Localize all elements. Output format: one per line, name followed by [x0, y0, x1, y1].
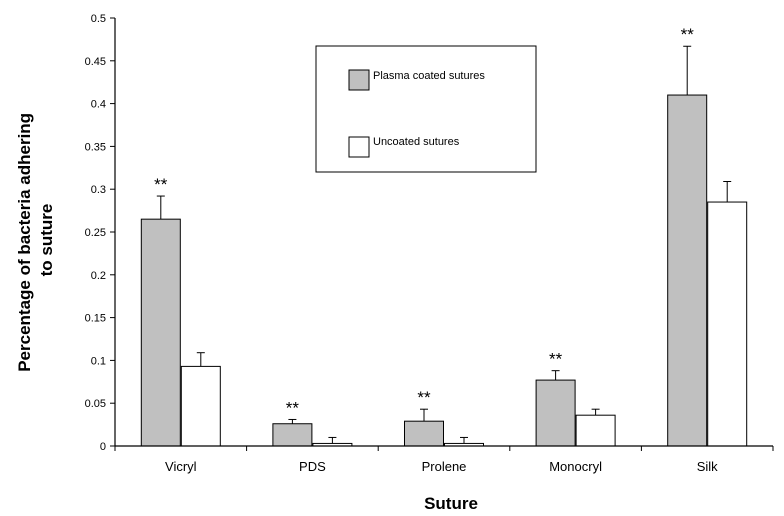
significance-marker: ** — [286, 398, 300, 417]
y-tick-label: 0.1 — [91, 355, 106, 367]
legend-label-plasma: Plasma coated sutures — [373, 70, 485, 82]
y-axis-ticks: 0 0.05 0.1 0.15 0.2 0.25 0.3 0.35 0.4 0.45 0.5 — [85, 13, 115, 453]
y-tick-label: 0.25 — [85, 227, 106, 239]
significance-markers: ** ** ** ** ** — [154, 25, 694, 417]
x-category-label: Vicryl — [165, 459, 197, 474]
significance-marker: ** — [681, 25, 695, 44]
y-tick-label: 0.35 — [85, 141, 106, 153]
x-category-label: Monocryl — [549, 459, 602, 474]
y-tick-label: 0.5 — [91, 13, 106, 25]
bar-uncoated — [575, 414, 616, 447]
x-axis-categories: Vicryl PDS Prolene Monocryl Silk — [114, 446, 774, 474]
y-tick-label: 0.05 — [85, 398, 106, 410]
legend-label-uncoated: Uncoated sutures — [373, 136, 460, 148]
y-axis-title: Percentage of bacteria adhering to sutur… — [15, 108, 56, 372]
y-axis-title-line2: to suture — [37, 204, 56, 277]
bar-plasma — [272, 423, 313, 447]
legend-swatch-plasma — [348, 69, 370, 91]
y-tick-label: 0.45 — [85, 56, 106, 68]
error-bars — [156, 45, 732, 444]
bars — [140, 94, 748, 447]
y-tick-label: 0.3 — [91, 184, 106, 196]
y-tick-label: 0.4 — [91, 99, 106, 111]
bar-plasma — [140, 218, 181, 447]
significance-marker: ** — [417, 388, 431, 407]
y-tick-label: 0.15 — [85, 313, 106, 325]
legend-swatch-uncoated — [348, 136, 370, 158]
x-axis-title: Suture — [424, 494, 478, 513]
bar-plasma — [404, 420, 444, 447]
bar-plasma — [667, 94, 708, 447]
bar-uncoated — [707, 201, 748, 447]
x-category-label: PDS — [299, 459, 326, 474]
x-category-label: Prolene — [422, 459, 467, 474]
x-category-label: Silk — [697, 459, 718, 474]
bar-uncoated — [180, 365, 221, 447]
y-axis-title-line1: Percentage of bacteria adhering — [15, 113, 34, 372]
bar-plasma — [535, 379, 576, 447]
y-tick-label: 0.2 — [91, 270, 106, 282]
significance-marker: ** — [154, 175, 168, 194]
significance-marker: ** — [549, 350, 563, 369]
legend: Plasma coated sutures Uncoated sutures — [315, 45, 537, 173]
y-tick-label: 0 — [100, 441, 106, 453]
